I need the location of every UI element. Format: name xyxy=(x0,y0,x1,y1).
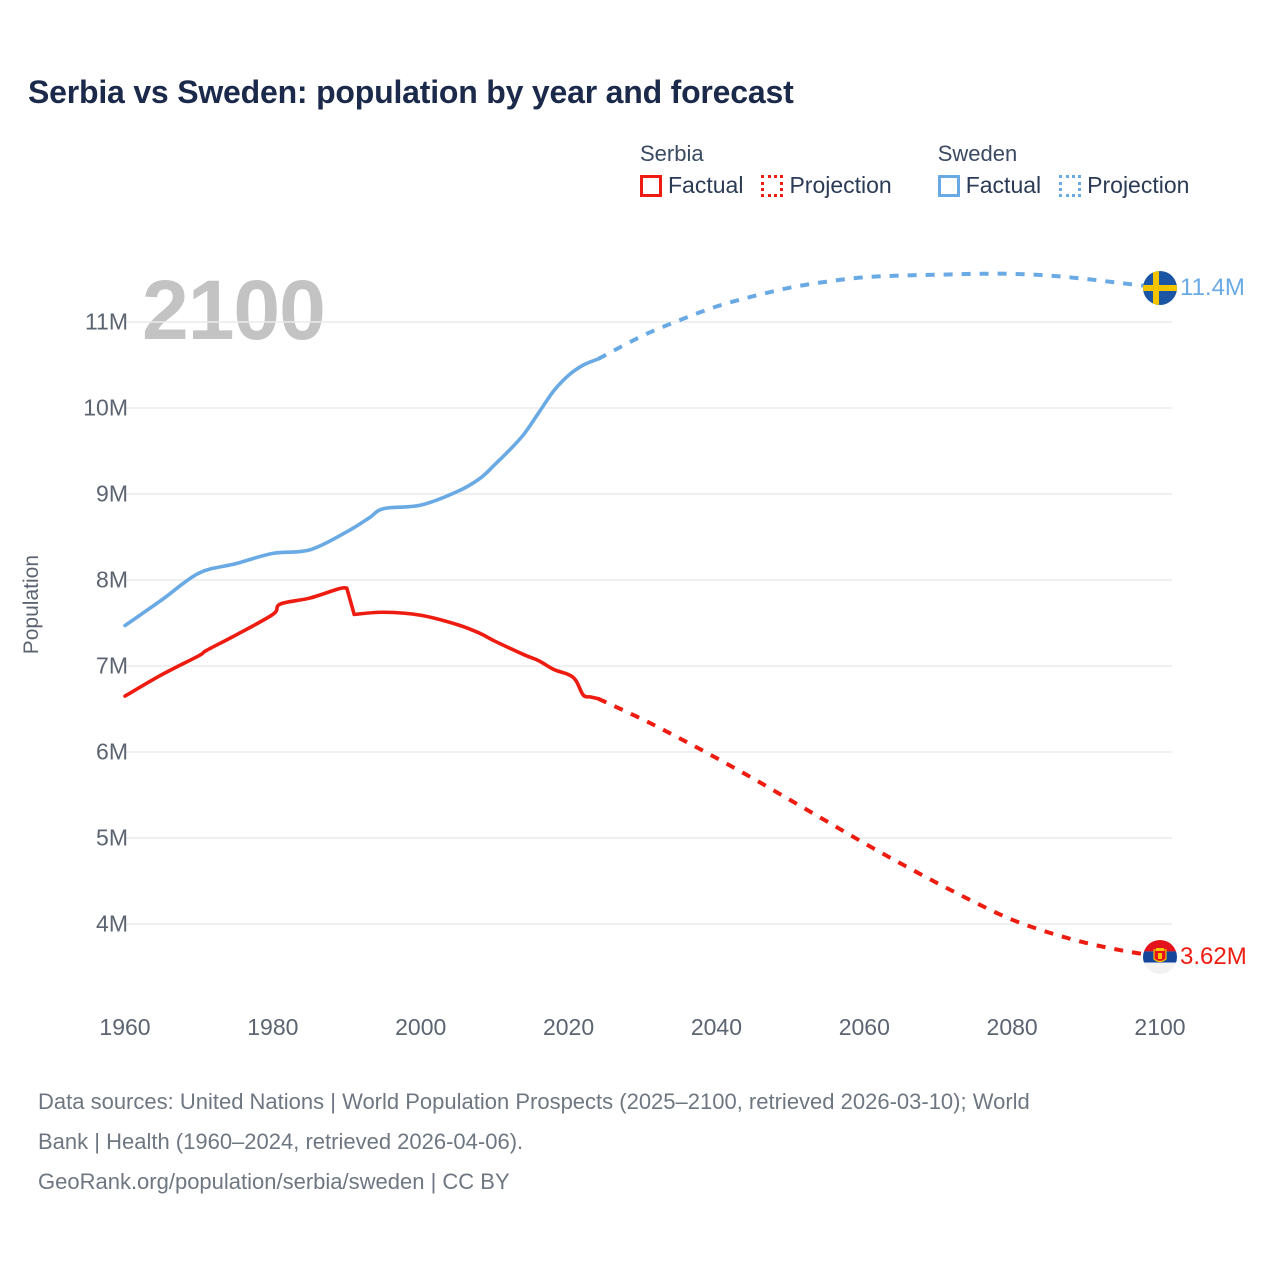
legend-item-serbia-factual[interactable]: Factual xyxy=(640,172,743,199)
y-axis-tick-label: 8M xyxy=(96,566,128,593)
legend-item-serbia-projection[interactable]: Projection xyxy=(761,172,892,199)
line-serbia-projection xyxy=(597,696,1161,959)
chart-legend: Serbia Factual Projection Sweden Factual xyxy=(640,141,1189,199)
legend-swatch-solid-icon xyxy=(937,174,960,197)
footer-line-2: Bank | Health (1960–2024, retrieved 2026… xyxy=(38,1128,524,1154)
legend-group-sweden: Sweden Factual Projection xyxy=(937,141,1189,199)
legend-label: Projection xyxy=(789,172,892,199)
x-axis-tick-label: 2020 xyxy=(542,1014,595,1040)
legend-group-title-sweden: Sweden xyxy=(937,141,1018,166)
legend-group-serbia: Serbia Factual Projection xyxy=(640,141,892,199)
y-axis-tick-label: 4M xyxy=(96,910,128,937)
y-axis-tick-label: 11M xyxy=(84,308,128,335)
x-axis-tick-label: 2000 xyxy=(395,1014,447,1040)
legend-item-sweden-projection[interactable]: Projection xyxy=(1059,172,1189,199)
legend-item-sweden-factual[interactable]: Factual xyxy=(937,172,1042,199)
end-label-serbia: 3.62M xyxy=(1180,942,1247,970)
x-axis-tick-label: 1960 xyxy=(99,1014,151,1040)
y-axis-tick-label: 9M xyxy=(96,480,128,507)
legend-label: Projection xyxy=(1087,172,1190,199)
legend-swatch-dotted-icon xyxy=(761,174,784,197)
legend-swatch-dotted-icon xyxy=(1059,174,1082,197)
footer-line-1: Data sources: United Nations | World Pop… xyxy=(38,1089,1030,1114)
sweden-flag-icon xyxy=(1143,270,1177,305)
legend-label: Factual xyxy=(965,172,1042,199)
x-axis-tick-label: 2060 xyxy=(838,1014,890,1040)
x-axis-tick-label: 2040 xyxy=(690,1014,743,1040)
footer-line-3: GeoRank.org/population/serbia/sweden | C… xyxy=(38,1168,510,1194)
y-axis-tick-label: 7M xyxy=(96,652,128,679)
legend-items-sweden: Factual Projection xyxy=(937,172,1189,199)
legend-items-serbia: Factual Projection xyxy=(640,172,892,199)
line-serbia-factual xyxy=(352,610,600,701)
x-axis-tick-label: 2100 xyxy=(1134,1014,1186,1040)
y-axis-ticks: 4M 5M 6M 7M 8M 9M 10M 11M xyxy=(0,0,128,1280)
x-axis-tick-label: 1980 xyxy=(247,1014,299,1040)
y-axis-tick-label: 6M xyxy=(96,738,128,765)
end-label-sweden: 11.4M xyxy=(1180,273,1245,301)
line-serbia-factual-drop xyxy=(345,587,356,615)
page-title: Serbia vs Sweden: population by year and… xyxy=(28,74,794,110)
x-axis-tick-label: 2080 xyxy=(986,1014,1038,1040)
legend-swatch-solid-icon xyxy=(640,174,662,197)
serbia-flag-icon xyxy=(1143,939,1177,974)
line-sweden-factual xyxy=(123,357,600,628)
y-axis-tick-label: 10M xyxy=(83,394,128,421)
footer-sources: Data sources: United Nations | World Pop… xyxy=(38,1086,1238,1198)
line-sweden-projection xyxy=(597,271,1161,361)
y-axis-tick-label: 5M xyxy=(96,824,128,851)
year-watermark: 2100 xyxy=(142,263,326,357)
legend-label: Factual xyxy=(668,172,744,199)
line-serbia-factual xyxy=(123,585,349,698)
legend-group-title-serbia: Serbia xyxy=(640,141,704,166)
